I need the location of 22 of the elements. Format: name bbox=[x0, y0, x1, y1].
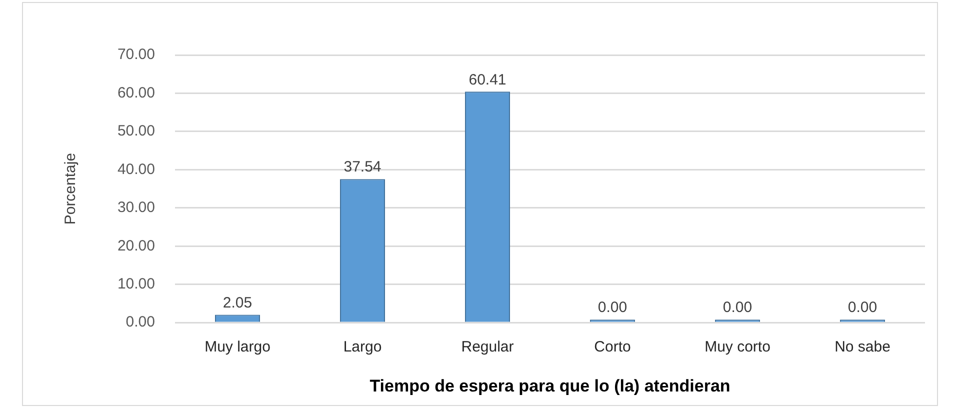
x-tick-label: Muy largo bbox=[204, 338, 270, 356]
data-label: 0.00 bbox=[722, 299, 752, 316]
y-tick-label: 50.00 bbox=[117, 122, 155, 140]
y-tick-label: 10.00 bbox=[117, 276, 155, 293]
y-tick-label: 40.00 bbox=[117, 160, 155, 178]
y-tick-label: 20.00 bbox=[117, 237, 155, 254]
y-tick-label: 70.00 bbox=[117, 46, 155, 64]
data-label: 0.00 bbox=[598, 299, 628, 316]
data-label: 0.00 bbox=[848, 299, 878, 316]
data-label: 2.05 bbox=[222, 294, 252, 312]
data-label: 60.41 bbox=[468, 71, 506, 88]
x-tick-label: No sabe bbox=[834, 338, 890, 356]
data-label: 37.54 bbox=[344, 158, 382, 176]
x-tick-label: Muy corto bbox=[704, 338, 770, 356]
y-tick-label: 30.00 bbox=[117, 199, 155, 216]
x-axis-title: Tiempo de espera para que lo (la) atendieran bbox=[370, 376, 730, 396]
x-tick-label: Regular bbox=[461, 338, 514, 356]
y-tick-label: 0.00 bbox=[126, 314, 155, 331]
x-tick-label: Largo bbox=[343, 338, 382, 356]
y-axis-title: Porcentaje bbox=[62, 152, 80, 225]
y-tick-label: 60.00 bbox=[117, 84, 155, 102]
x-tick-label: Corto bbox=[594, 338, 631, 356]
